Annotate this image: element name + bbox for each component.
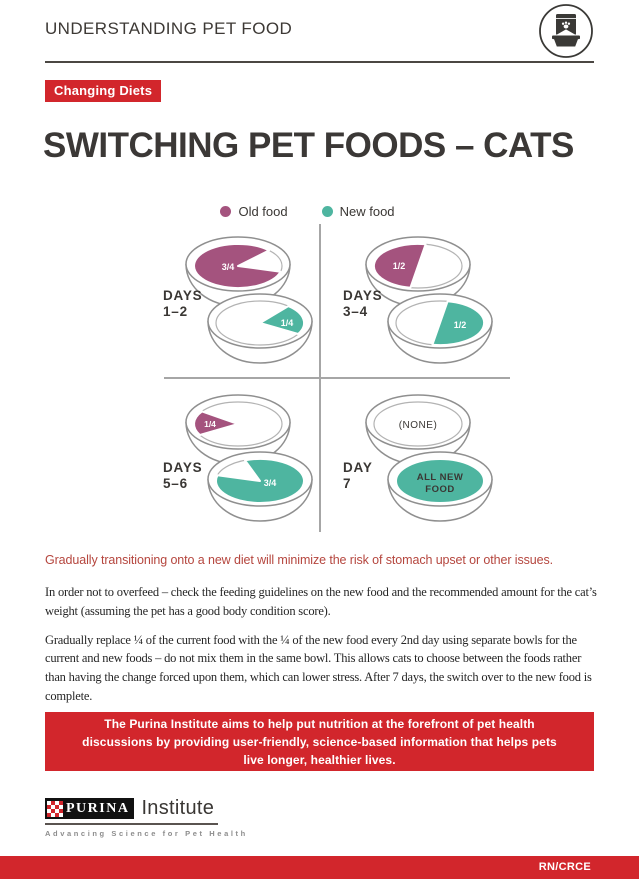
new-food-portion <box>431 300 485 346</box>
bowl-new-food-full: ALL NEW FOOD <box>387 451 493 522</box>
category-badge: Changing Diets <box>45 80 162 102</box>
new-portion-label: 3/4 <box>264 478 277 488</box>
bowl-icon <box>552 35 580 47</box>
quadrant-days-5-6: DAYS 5–6 1/4 3/4 <box>150 380 330 536</box>
bowl-old-food: 1/4 <box>185 394 291 465</box>
day-label-line2: 7 <box>343 475 352 491</box>
new-food-portion <box>395 458 485 504</box>
page-title: SWITCHING PET FOODS – CATS <box>43 126 574 165</box>
legend-item-new-food: New food <box>321 204 395 219</box>
quadrant-day-7: DAY 7 (NONE) ALL NEW FOOD <box>330 380 510 536</box>
bowls-days-3-4: 1/2 1/2 <box>365 236 493 364</box>
old-portion-label: 3/4 <box>222 262 235 272</box>
old-food-portion <box>373 243 427 289</box>
new-portion-label: 1/4 <box>281 318 294 328</box>
pet-food-icon <box>539 4 593 58</box>
new-food-portion <box>259 305 305 335</box>
purina-wordmark-box: PURINA <box>45 798 135 819</box>
bowl-old-food: 3/4 <box>185 236 291 307</box>
bowl-old-food-empty: (NONE) <box>365 394 471 465</box>
day-label-line1: DAYS <box>163 460 203 475</box>
bowl-new-food: 3/4 <box>207 451 313 522</box>
old-food-dot-icon <box>220 206 232 217</box>
logo-row: PURINA Institute <box>45 797 221 820</box>
full-bowl-label-line1: ALL NEW <box>417 472 464 483</box>
quadrant-days-1-2: DAYS 1–2 3/4 1/4 <box>150 224 330 380</box>
day-label-line2: 5–6 <box>163 475 188 491</box>
legend: Old food New food <box>0 204 627 219</box>
bowl-new-food: 1/4 <box>207 293 313 364</box>
day-label-line2: 3–4 <box>343 303 368 319</box>
body-copy: In order not to overfeed – check the fee… <box>45 583 597 744</box>
bowls-day-7: (NONE) ALL NEW FOOD <box>365 394 493 522</box>
day-label: DAYS 3–4 <box>343 288 382 319</box>
day-label-line1: DAY <box>343 460 373 475</box>
transition-diagram: DAYS 1–2 3/4 1/4 DAYS 3–4 <box>150 224 510 536</box>
full-bowl-label-line2: FOOD <box>425 484 454 495</box>
old-portion-label: 1/4 <box>204 419 216 429</box>
logo-divider <box>45 823 218 825</box>
footer-bar: RN/CRCE <box>0 856 639 879</box>
document-code: RN/CRCE <box>538 861 591 873</box>
institute-wordmark: Institute <box>141 797 215 819</box>
purina-institute-logo: PURINA Institute Advancing Science for P… <box>45 797 248 838</box>
bag-bottom-cut <box>555 29 577 36</box>
old-food-portion <box>193 410 239 436</box>
new-portion-label: 1/2 <box>454 320 467 330</box>
bowl-new-food: 1/2 <box>387 293 493 364</box>
bowl-old-food: 1/2 <box>365 236 471 307</box>
paw-print-icon <box>561 21 571 29</box>
day-label-line1: DAYS <box>163 288 203 303</box>
day-label-line2: 1–2 <box>163 303 188 319</box>
bowls-days-1-2: 3/4 1/4 <box>185 236 313 364</box>
purina-institute-callout: The Purina Institute aims to help put nu… <box>45 712 594 771</box>
bag-fold-line <box>556 18 576 19</box>
new-food-portion <box>215 457 305 504</box>
logo-tagline: Advancing Science for Pet Health <box>45 828 248 838</box>
day-label-line1: DAYS <box>343 288 383 303</box>
legend-label-new: New food <box>339 204 395 219</box>
purina-checkerboard-icon <box>47 800 63 817</box>
header-title: UNDERSTANDING PET FOOD <box>45 19 293 38</box>
new-food-dot-icon <box>321 206 333 217</box>
legend-label-old: Old food <box>238 204 288 219</box>
paragraph: In order not to overfeed – check the fee… <box>45 585 597 618</box>
purina-wordmark: PURINA <box>66 800 130 816</box>
bowls-days-5-6: 1/4 3/4 <box>185 394 313 522</box>
day-label: DAY 7 <box>343 460 373 491</box>
legend-item-old-food: Old food <box>220 204 288 219</box>
old-food-portion <box>193 242 282 289</box>
old-portion-label: 1/2 <box>393 261 406 271</box>
quadrant-days-3-4: DAYS 3–4 1/2 1/2 <box>330 224 510 380</box>
day-label: DAYS 1–2 <box>163 288 202 319</box>
quadrant-divider-horizontal <box>164 377 510 379</box>
empty-bowl-label: (NONE) <box>399 420 438 431</box>
day-label: DAYS 5–6 <box>163 460 202 491</box>
paragraph: Gradually replace ¼ of the current food … <box>45 632 592 703</box>
header-divider <box>45 61 594 63</box>
highlight-sentence: Gradually transitioning onto a new diet … <box>45 553 553 567</box>
